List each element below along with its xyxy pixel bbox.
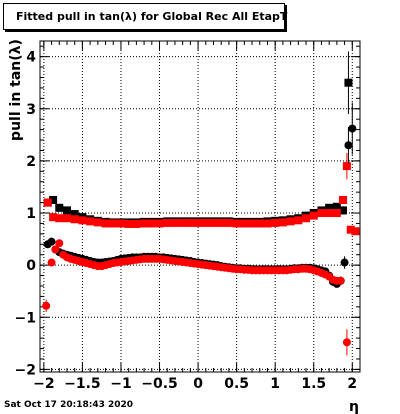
data-marker-circle [348, 124, 357, 133]
data-marker-square [263, 219, 272, 228]
data-marker-square [224, 218, 233, 227]
data-marker-square [271, 218, 280, 227]
data-marker-square [124, 219, 133, 228]
data-marker-circle [47, 258, 56, 267]
plot-frame [39, 40, 361, 373]
data-marker-circle [344, 141, 353, 150]
data-marker-square [339, 195, 348, 204]
data-marker-square [240, 219, 249, 228]
data-marker-square [248, 219, 257, 228]
x-tick-label: 0 [193, 376, 203, 392]
data-marker-square [278, 218, 287, 227]
data-marker-square [209, 218, 218, 227]
data-marker-square [49, 195, 58, 204]
data-marker-square [346, 225, 355, 234]
data-marker-square [194, 218, 203, 227]
data-marker-square [170, 218, 179, 227]
data-marker-square [140, 219, 149, 228]
data-marker-circle [342, 338, 351, 347]
y-tick-label: 0 [26, 258, 36, 274]
data-marker-square [49, 213, 58, 222]
data-marker-square [70, 215, 79, 224]
x-tick-label: −1.5 [64, 376, 101, 392]
series-group [42, 239, 351, 356]
data-marker-square [109, 219, 118, 228]
data-marker-square [78, 216, 87, 225]
data-marker-square [155, 219, 164, 228]
x-tick-label: −2 [33, 376, 54, 392]
data-marker-square [43, 198, 52, 207]
data-marker-square [232, 219, 241, 228]
x-tick-label: 1 [270, 376, 280, 392]
data-marker-square [101, 219, 110, 228]
data-marker-square [344, 78, 353, 87]
data-marker-square [325, 203, 334, 212]
chart-title: Fitted pull in tan(λ) for Global Rec All… [3, 3, 287, 30]
data-marker-square [116, 219, 125, 228]
y-tick-label: 4 [26, 50, 36, 66]
data-marker-circle [336, 276, 345, 285]
data-marker-square [86, 217, 95, 226]
data-marker-square [339, 206, 348, 215]
x-axis-title: η [349, 399, 359, 414]
data-marker-square [186, 218, 195, 227]
data-marker-square [201, 218, 210, 227]
data-marker-circle [51, 245, 60, 254]
data-marker-circle [42, 301, 51, 310]
y-tick-label: −1 [15, 310, 36, 326]
data-marker-square [294, 216, 303, 225]
data-marker-square [342, 162, 351, 171]
datestamp: Sat Oct 17 20:18:43 2020 [4, 400, 134, 410]
data-marker-square [332, 209, 341, 218]
data-marker-square [309, 211, 318, 220]
data-marker-square [163, 218, 172, 227]
data-marker-square [332, 202, 341, 211]
y-tick-label: 2 [26, 154, 36, 170]
data-marker-square [317, 209, 326, 218]
data-marker-circle [55, 239, 64, 248]
series-group [43, 153, 360, 236]
data-marker-square [217, 218, 226, 227]
x-tick-label: 1.5 [301, 376, 326, 392]
x-tick-label: 2 [347, 376, 357, 392]
x-tick-label: 0.5 [224, 376, 249, 392]
data-marker-square [147, 219, 156, 228]
data-marker-square [255, 219, 264, 228]
data-marker-square [132, 219, 141, 228]
data-marker-circle [340, 258, 349, 267]
data-marker-square [55, 214, 64, 223]
data-marker-square [351, 227, 360, 236]
data-marker-square [62, 206, 71, 215]
data-marker-square [62, 214, 71, 223]
data-marker-square [93, 218, 102, 227]
y-tick-label: 3 [26, 102, 36, 118]
data-marker-square [286, 217, 295, 226]
y-axis-title: pull in tan(λ) [8, 39, 24, 141]
data-marker-square [55, 203, 64, 212]
x-tick-label: −0.5 [141, 376, 178, 392]
y-tick-label: 1 [26, 206, 36, 222]
data-marker-circle [47, 237, 56, 246]
data-marker-square [178, 218, 187, 227]
y-tick-label: −2 [15, 362, 36, 378]
data-marker-square [325, 209, 334, 218]
series-layer [42, 51, 360, 356]
data-marker-square [302, 214, 311, 223]
label-layer: −2 −1.5 −1 −0.5 0 0.5 1 1.5 2 −2 −1 0 1 2 3 4 [15, 50, 358, 392]
x-tick-label: −1 [110, 376, 131, 392]
data-marker-square [70, 210, 79, 219]
